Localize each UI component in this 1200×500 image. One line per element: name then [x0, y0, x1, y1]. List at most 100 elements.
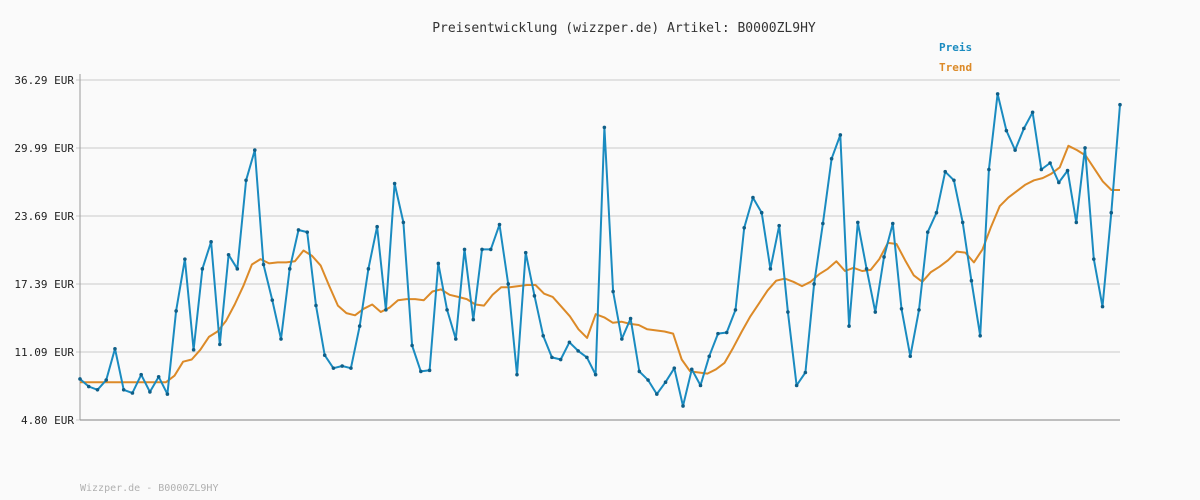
- data-point: [716, 331, 720, 336]
- y-tick-label: 29.99 EUR: [14, 142, 74, 155]
- data-point: [952, 178, 956, 183]
- y-tick-label: 23.69 EUR: [14, 210, 74, 223]
- chart-title: Preisentwicklung (wizzper.de) Artikel: B…: [432, 21, 816, 36]
- data-point: [733, 308, 738, 312]
- data-point: [401, 220, 406, 225]
- data-point: [139, 372, 143, 377]
- data-point: [322, 353, 327, 358]
- data-point: [899, 306, 904, 311]
- data-point: [340, 364, 344, 368]
- data-point: [602, 125, 607, 130]
- data-point: [427, 368, 432, 373]
- data-point: [707, 354, 712, 359]
- data-point: [174, 309, 178, 313]
- data-point: [655, 392, 659, 396]
- legend-entry-preis: Preis: [939, 41, 972, 54]
- data-point: [821, 221, 825, 226]
- data-point: [462, 247, 467, 252]
- data-point: [392, 181, 397, 186]
- y-tick-label: 36.29 EUR: [14, 74, 74, 87]
- data-point: [593, 372, 598, 377]
- data-point: [183, 257, 187, 261]
- data-point: [681, 404, 685, 408]
- data-point: [864, 267, 869, 271]
- data-point: [794, 383, 799, 388]
- data-point: [786, 310, 790, 314]
- data-point: [646, 378, 650, 382]
- data-point: [917, 308, 921, 312]
- data-point: [585, 355, 589, 360]
- data-point: [515, 372, 519, 377]
- data-point: [620, 337, 624, 341]
- legend-entry-trend: Trend: [939, 61, 972, 74]
- data-point: [218, 342, 222, 347]
- data-point: [1083, 146, 1087, 150]
- data-point: [296, 228, 301, 232]
- data-point: [226, 253, 231, 257]
- data-point: [943, 169, 948, 174]
- data-point: [165, 392, 170, 396]
- data-point: [1057, 180, 1061, 185]
- y-tick-label: 4.80 EUR: [21, 414, 74, 427]
- data-point: [550, 355, 554, 360]
- data-point: [104, 378, 109, 382]
- data-point: [95, 387, 100, 392]
- data-point: [287, 267, 292, 271]
- data-point: [436, 261, 441, 266]
- data-point: [121, 387, 126, 392]
- data-point: [1013, 148, 1017, 152]
- data-point: [148, 390, 152, 394]
- data-point: [270, 298, 275, 302]
- data-point: [759, 210, 764, 215]
- data-point: [689, 367, 694, 372]
- data-point: [331, 366, 336, 370]
- data-point: [191, 348, 196, 352]
- data-point: [672, 366, 677, 370]
- data-point: [1074, 220, 1079, 225]
- data-point: [453, 337, 458, 341]
- series-line-trend: [80, 144, 1120, 384]
- data-point: [357, 324, 362, 328]
- data-point: [279, 337, 283, 341]
- y-tick-label: 17.39 EUR: [14, 278, 74, 291]
- data-point: [366, 267, 371, 271]
- data-point: [987, 167, 991, 172]
- data-point: [969, 278, 974, 283]
- data-point: [200, 267, 205, 271]
- data-point: [532, 294, 537, 298]
- data-point: [1065, 168, 1070, 173]
- data-point: [751, 195, 755, 200]
- data-point: [1109, 210, 1114, 215]
- data-point: [497, 222, 502, 227]
- data-point: [829, 156, 834, 161]
- data-point: [995, 92, 1000, 96]
- data-point: [698, 383, 703, 388]
- gridlines: [76, 79, 1120, 421]
- data-point: [314, 303, 318, 308]
- data-point: [488, 247, 493, 252]
- data-point: [419, 369, 423, 374]
- series-layer: [78, 92, 1122, 408]
- data-point: [523, 250, 528, 255]
- data-point: [445, 308, 449, 312]
- data-point: [506, 282, 511, 286]
- axes: [79, 74, 1120, 421]
- data-point: [637, 369, 642, 374]
- data-point: [1030, 110, 1035, 115]
- data-point: [78, 377, 82, 381]
- data-point: [847, 324, 851, 328]
- data-point: [1039, 167, 1044, 172]
- data-point: [1100, 304, 1105, 309]
- data-point: [349, 366, 353, 370]
- data-point: [838, 133, 843, 137]
- data-point: [724, 330, 729, 335]
- data-point: [856, 220, 860, 225]
- series-line-preis: [79, 92, 1121, 407]
- legend: Preis Trend: [939, 41, 972, 74]
- data-point: [628, 316, 633, 321]
- data-point: [777, 223, 781, 228]
- data-point: [480, 247, 484, 252]
- data-point: [156, 375, 161, 379]
- data-point: [873, 310, 878, 314]
